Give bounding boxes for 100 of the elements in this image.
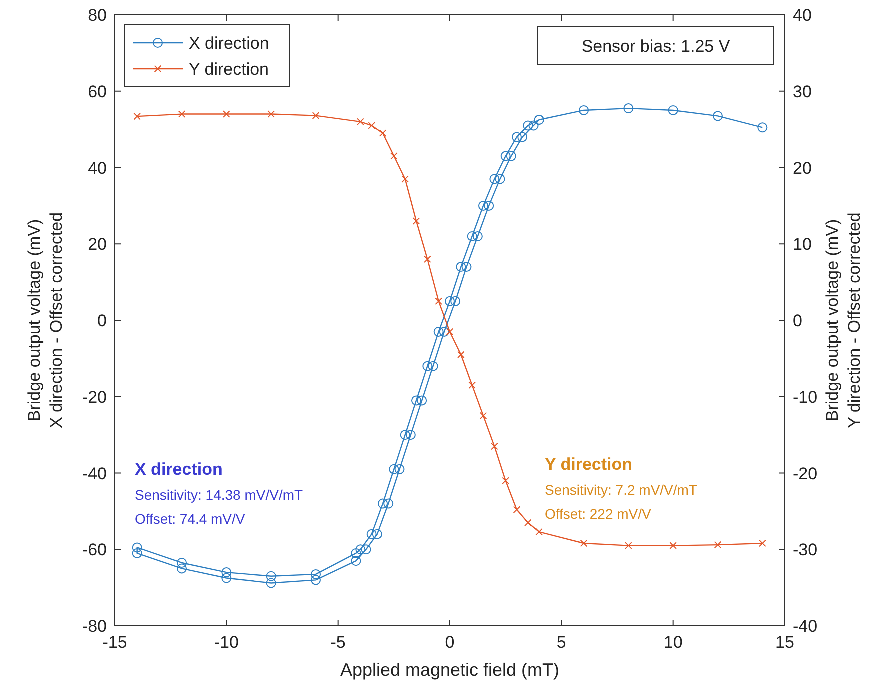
legend-label: Y direction [189, 60, 270, 79]
point [422, 361, 433, 372]
point [177, 564, 187, 574]
annotation: Offset: 74.4 mV/V [135, 511, 246, 527]
point [351, 548, 362, 558]
point [357, 118, 364, 126]
point [132, 548, 142, 558]
y2-tick-label: 10 [793, 235, 812, 254]
y2-tick-label: -30 [793, 540, 818, 560]
x-tick-label: 10 [664, 633, 683, 652]
annotation: Y direction [545, 455, 633, 474]
point [368, 122, 376, 130]
y2-tick-label: -40 [793, 617, 818, 636]
x-tick-label: 0 [445, 633, 455, 652]
point [223, 110, 230, 118]
y2-tick-label: 30 [793, 82, 812, 102]
point [361, 544, 372, 555]
point [445, 296, 455, 306]
point [536, 528, 543, 536]
point [450, 296, 461, 306]
point [178, 110, 186, 118]
point [434, 326, 444, 337]
point [670, 542, 677, 550]
text-box: Sensor bias: 1.25 V [538, 26, 774, 66]
y2-tick-label: 40 [793, 6, 812, 25]
point [177, 558, 187, 568]
x-tick-label: -10 [214, 633, 239, 652]
point [312, 112, 320, 120]
point [435, 298, 442, 306]
point [222, 573, 232, 584]
point [390, 152, 398, 160]
y2-tick-label: 0 [793, 312, 802, 330]
x-tick-label: -15 [102, 633, 128, 652]
legend-label: X direction [189, 34, 270, 53]
point [378, 498, 388, 509]
point [713, 111, 723, 122]
point [446, 328, 454, 336]
point [513, 506, 521, 514]
point [311, 569, 321, 580]
annotation: Sensitivity: 7.2 mV/V/mT [545, 482, 698, 498]
y2-tick-label: -10 [793, 388, 818, 407]
point [524, 519, 532, 527]
point [384, 498, 394, 509]
point [268, 110, 275, 118]
point [528, 120, 539, 131]
point [491, 442, 498, 450]
y2-tick-label: -20 [793, 464, 818, 484]
point [518, 132, 528, 142]
point [439, 326, 450, 337]
point [512, 132, 522, 142]
point [500, 151, 511, 162]
point [490, 174, 500, 184]
point [495, 174, 506, 184]
annotation: Offset: 222 mV/V [545, 506, 652, 522]
y-tick-label: 20 [88, 235, 107, 254]
annotation: Sensitivity: 14.38 mV/V/mT [135, 487, 304, 503]
y-tick-label: -40 [82, 464, 107, 484]
point [580, 540, 588, 548]
point [462, 262, 472, 272]
point [579, 105, 589, 116]
point [406, 430, 416, 440]
point [266, 571, 276, 582]
point [424, 256, 432, 264]
y-tick-label: 80 [88, 6, 107, 25]
point [668, 105, 678, 116]
y-axis-title: Bridge output voltage (mV) X direction - Offset corrected [25, 212, 66, 429]
point [714, 541, 722, 549]
point [400, 430, 410, 440]
point [468, 382, 476, 390]
point [351, 556, 362, 566]
point [266, 578, 276, 588]
point [222, 568, 232, 578]
point [132, 542, 142, 553]
point [759, 540, 766, 548]
annotation: X direction [135, 460, 223, 479]
point [311, 575, 321, 586]
point [458, 351, 465, 359]
y-tick-label: 60 [88, 82, 107, 102]
point [478, 200, 488, 211]
x-tick-label: 5 [556, 633, 566, 652]
point [625, 542, 632, 550]
point [523, 120, 534, 131]
x-tick-label: 15 [776, 633, 794, 652]
y-tick-label: 0 [98, 312, 107, 330]
point [379, 130, 387, 138]
point [484, 200, 494, 211]
point [417, 396, 428, 406]
point [624, 104, 634, 114]
x-axis-title: Applied magnetic field (mT) [340, 660, 560, 680]
point [412, 218, 420, 225]
point [402, 176, 409, 183]
point [356, 544, 366, 555]
point [412, 396, 422, 406]
y-tick-label: -60 [82, 540, 107, 560]
point [366, 529, 377, 540]
point [389, 464, 400, 474]
point [506, 151, 516, 162]
point [134, 112, 141, 120]
x-tick-label: -5 [330, 633, 346, 652]
point [467, 231, 478, 242]
